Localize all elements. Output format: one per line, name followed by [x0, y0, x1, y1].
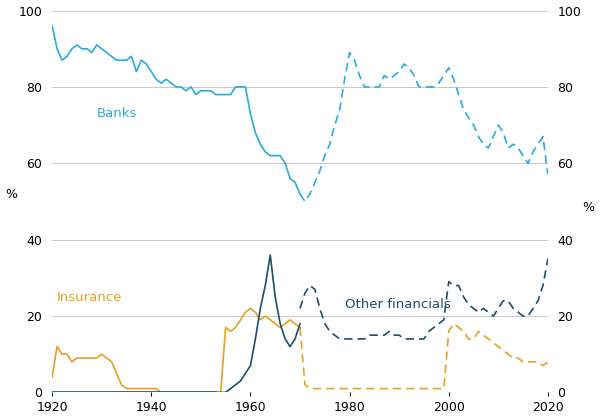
- Y-axis label: %: %: [583, 202, 595, 215]
- Y-axis label: %: %: [5, 189, 17, 202]
- Text: Banks: Banks: [97, 108, 137, 121]
- Text: Other financials: Other financials: [344, 298, 451, 311]
- Text: Insurance: Insurance: [57, 291, 122, 304]
